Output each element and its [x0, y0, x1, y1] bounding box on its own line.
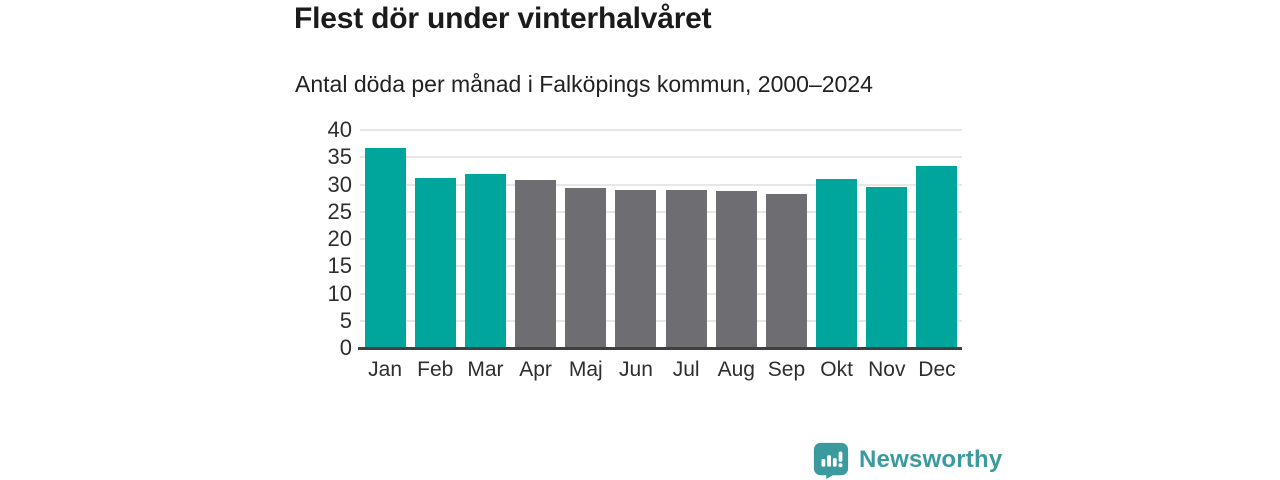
- x-tick-label-sep: Sep: [767, 358, 806, 381]
- y-tick-label-20: 20: [327, 226, 352, 251]
- bar-slot-mar: [460, 130, 510, 348]
- gridline-30: [360, 183, 962, 186]
- bars: [360, 130, 962, 348]
- y-axis: 0 5 10 15 20 25 30 35 40: [290, 119, 352, 359]
- bar-slot-dec: [912, 130, 962, 348]
- y-tick-label-10: 10: [327, 280, 352, 306]
- x-axis-line: [358, 347, 962, 350]
- chart-subtitle: Antal döda per månad i Falköpings kommun…: [295, 71, 873, 97]
- bar-okt: [816, 179, 858, 348]
- bar-sep: [765, 193, 807, 348]
- bar-slot-jan: [360, 130, 410, 348]
- brand-logo: Newsworthy: [812, 441, 1002, 479]
- bar-slot-jul: [661, 130, 711, 348]
- chart-title: Flest dör under vinterhalvåret: [294, 2, 712, 35]
- x-tick-label-apr: Apr: [519, 358, 552, 381]
- gridline-35: [360, 156, 962, 159]
- x-tick-label-nov: Nov: [868, 358, 906, 381]
- bar-slot-sep: [761, 130, 811, 348]
- bar-slot-maj: [561, 130, 611, 348]
- bar-slot-jun: [611, 130, 661, 348]
- y-tick-label-25: 25: [327, 198, 352, 224]
- y-tick-label-30: 30: [327, 171, 352, 197]
- x-tick-label-aug: Aug: [717, 358, 755, 381]
- gridline-5: [360, 319, 962, 322]
- x-tick-label-jun: Jun: [619, 358, 653, 381]
- bar-jun: [615, 189, 657, 348]
- x-tick-label-okt: Okt: [820, 358, 853, 381]
- brand-name: Newsworthy: [859, 446, 1003, 473]
- bar-aug: [715, 191, 757, 348]
- x-tick-label-dec: Dec: [918, 358, 956, 381]
- x-axis-labels: Jan Feb Mar Apr Maj Jun Jul Aug Sep Okt Nov Dec: [360, 358, 962, 382]
- y-tick-label-0: 0: [339, 335, 352, 360]
- gridline-15: [360, 265, 962, 268]
- gridline-10: [360, 292, 962, 295]
- bar-apr: [515, 179, 557, 348]
- plot-area: [358, 129, 962, 350]
- x-tick-label-mar: Mar: [467, 358, 504, 381]
- bar-slot-apr: [511, 130, 561, 348]
- gridline-20: [360, 238, 962, 240]
- x-tick-label-feb: Feb: [417, 358, 454, 381]
- x-tick-label-maj: Maj: [568, 358, 603, 381]
- gridline-40: [360, 129, 962, 131]
- bar-slot-aug: [711, 130, 761, 348]
- x-tick-label-jul: Jul: [672, 358, 700, 381]
- bar-slot-nov: [862, 130, 912, 348]
- gridline-25: [360, 210, 962, 213]
- bar-maj: [565, 187, 607, 348]
- y-tick-label-35: 35: [327, 144, 352, 170]
- y-tick-label-5: 5: [339, 307, 352, 333]
- bar-jul: [665, 189, 707, 348]
- bar-nov: [866, 187, 908, 348]
- y-tick-label-15: 15: [327, 253, 352, 279]
- speech-bubble-bar-chart-icon: [812, 441, 850, 479]
- y-tick-label-40: 40: [327, 117, 352, 142]
- bar-dec: [916, 165, 958, 348]
- bar-feb: [414, 177, 456, 348]
- bar-slot-okt: [812, 130, 862, 348]
- bar-slot-feb: [410, 130, 460, 348]
- x-tick-label-jan: Jan: [368, 358, 403, 381]
- bar-mar: [464, 173, 506, 348]
- bar-jan: [364, 148, 406, 348]
